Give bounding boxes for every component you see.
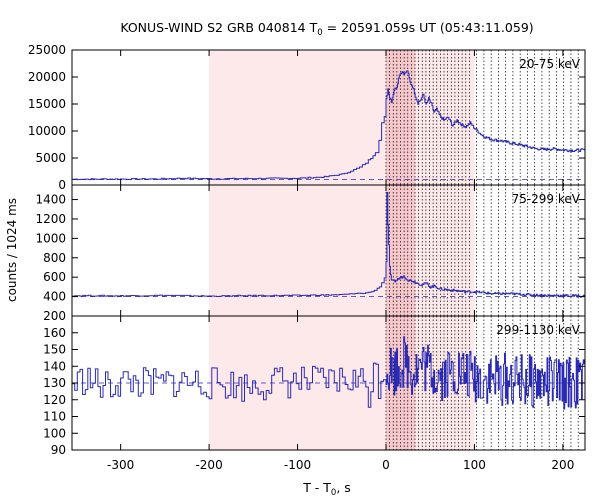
y-tick-label: 160: [43, 326, 66, 340]
y-tick-label: 0: [58, 178, 66, 192]
shaded-interval: [209, 50, 386, 185]
y-tick-label: 110: [43, 410, 66, 424]
y-tick-label: 20000: [28, 70, 66, 84]
shaded-interval: [415, 185, 475, 316]
y-tick-label: 25000: [28, 43, 66, 57]
y-tick-label: 10000: [28, 124, 66, 138]
y-tick-label: 5000: [35, 151, 66, 165]
x-tick-label: 200: [551, 458, 574, 472]
y-tick-label: 90: [51, 443, 66, 457]
y-tick-label: 400: [43, 290, 66, 304]
panel-1: 0 5000 10000 15000 20000 25000 20-75 keV: [28, 43, 586, 192]
shaded-interval: [415, 50, 475, 185]
y-tick-label: 1000: [35, 231, 66, 245]
x-tick-label: 100: [463, 458, 486, 472]
x-tick-label: -300: [107, 458, 134, 472]
y-tick-label: 1400: [35, 193, 66, 207]
y-tick-label: 200: [43, 309, 66, 323]
data-series-line: [72, 336, 585, 410]
energy-band-label: 75-299 keV: [512, 192, 581, 206]
y-tick-label: 15000: [28, 97, 66, 111]
panel-3: 90 100 110 120 130 140 150 160 299-1130 keV: [43, 315, 586, 457]
y-tick-label: 130: [43, 376, 66, 390]
panel-2: 200 400 600 800 1000 1200 1400 75-299 keV: [35, 184, 586, 323]
y-tick-label: 120: [43, 393, 66, 407]
y-tick-label: 100: [43, 426, 66, 440]
y-tick-label: 140: [43, 359, 66, 373]
energy-band-label: 299-1130 keV: [496, 323, 580, 337]
y-tick-label: 150: [43, 343, 66, 357]
energy-band-label: 20-75 keV: [519, 57, 581, 71]
x-axis-label: T - T0, s: [302, 480, 351, 498]
data-series-line: [72, 70, 585, 181]
data-series-line: [72, 192, 585, 298]
chart-title: KONUS-WIND S2 GRB 040814 T0 = 20591.059s…: [120, 20, 533, 38]
shaded-interval: [209, 185, 386, 316]
y-tick-label: 1200: [35, 212, 66, 226]
x-tick-label: -100: [284, 458, 311, 472]
x-tick-label: 0: [382, 458, 390, 472]
y-axis-label: counts / 1024 ms: [5, 198, 19, 302]
y-tick-label: 600: [43, 270, 66, 284]
y-tick-label: 800: [43, 251, 66, 265]
x-tick-label: -200: [195, 458, 222, 472]
